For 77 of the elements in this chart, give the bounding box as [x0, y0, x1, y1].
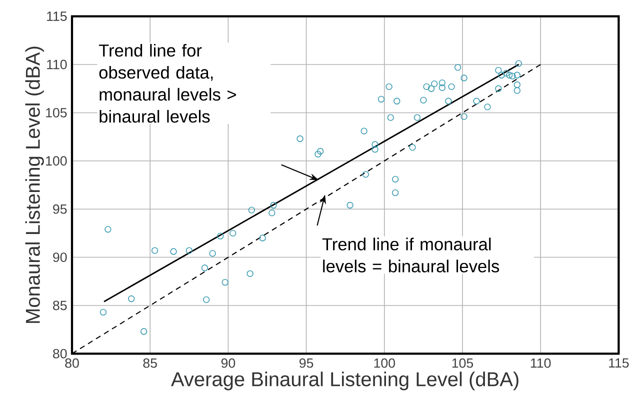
point: [128, 295, 135, 302]
point: [202, 296, 210, 304]
point: [314, 150, 322, 158]
point: [392, 176, 399, 183]
point: [448, 83, 455, 90]
point: [360, 128, 368, 134]
point: [362, 171, 369, 178]
point: [484, 104, 491, 110]
point: [268, 210, 276, 216]
point: [378, 96, 385, 103]
point: [514, 72, 520, 78]
annotation: Trend line if monaural levels = binaural levels: [322, 238, 500, 272]
point: [431, 80, 438, 88]
y-tick-label: 105: [46, 108, 67, 118]
point: [100, 308, 107, 316]
point: [514, 87, 520, 94]
x-tick-label: 80: [65, 358, 79, 368]
point: [248, 206, 255, 214]
point: [186, 247, 192, 254]
point: [515, 60, 522, 67]
x-tick-label: 95: [300, 358, 314, 368]
point: [387, 114, 394, 121]
point: [170, 248, 177, 255]
point: [438, 80, 446, 86]
point: [409, 144, 416, 151]
point: [414, 114, 421, 121]
x-tick-label: 100: [374, 358, 395, 368]
point: [394, 98, 400, 104]
x-tick-label: 85: [143, 358, 157, 368]
point: [104, 226, 112, 233]
point: [296, 135, 304, 142]
point: [495, 66, 502, 74]
point: [230, 230, 236, 237]
x-tick-label: 105: [452, 358, 474, 368]
point: [495, 85, 502, 92]
point: [386, 83, 392, 90]
point: [502, 70, 510, 77]
y-tick-label: 90: [53, 252, 67, 262]
point: [372, 141, 378, 148]
point: [454, 64, 462, 71]
point: [428, 85, 435, 92]
y-tick-label: 110: [47, 60, 67, 70]
point: [445, 98, 452, 104]
point: [392, 189, 399, 196]
y-axis-title: Monaural Listening Level (dBA): [25, 46, 44, 323]
point: [506, 72, 513, 78]
point: [423, 83, 430, 90]
point: [438, 84, 446, 91]
x-tick-label: 110: [530, 358, 551, 368]
point: [317, 148, 324, 155]
point: [460, 74, 468, 82]
annotation: Trend line for observed data, monaural levels > binaural levels: [98, 44, 236, 123]
point: [514, 81, 520, 88]
y-tick-label: 85: [53, 300, 67, 310]
point: [222, 279, 228, 286]
x-axis-title: Average Binaural Listening Level (dBA): [171, 372, 518, 390]
y-tick-label: 100: [46, 156, 67, 166]
y-tick-label: 95: [53, 204, 67, 214]
point: [270, 202, 277, 209]
point: [246, 270, 254, 277]
y-tick-label: 115: [47, 12, 67, 21]
point: [346, 202, 354, 209]
x-tick-label: 115: [609, 358, 629, 368]
point: [217, 232, 224, 240]
point: [460, 113, 468, 120]
point: [372, 146, 378, 153]
point: [498, 72, 505, 78]
y-tick-label: 80: [53, 348, 67, 358]
point: [420, 96, 427, 104]
point: [259, 234, 266, 242]
point: [201, 264, 208, 272]
point: [509, 72, 516, 80]
point: [140, 328, 148, 335]
point: [473, 98, 480, 104]
point: [209, 250, 216, 257]
x-tick-label: 90: [221, 358, 236, 368]
point: [151, 247, 158, 254]
